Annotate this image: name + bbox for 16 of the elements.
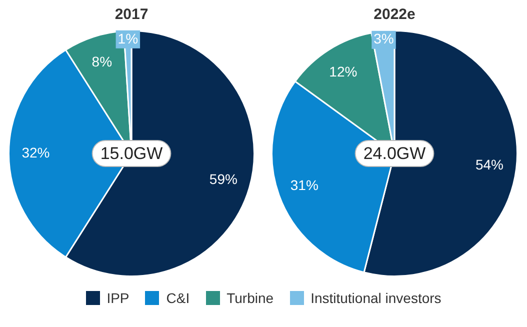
text: 15.0GW <box>100 144 163 164</box>
legend-label: C&I <box>165 290 190 306</box>
legend-label: Institutional investors <box>310 290 442 306</box>
data-label: 31% <box>290 176 318 193</box>
legend-label: IPP <box>106 290 130 306</box>
data-label: 59% <box>209 171 238 188</box>
data-label: 12% <box>329 64 358 80</box>
chart-title: 2022e <box>374 6 416 24</box>
text: 24.0GW <box>363 144 426 164</box>
data-label: 3% <box>374 30 394 47</box>
data-label: 1% <box>118 30 138 46</box>
legend-label: Turbine <box>226 290 274 306</box>
data-label: 54% <box>475 156 504 172</box>
data-label: 32% <box>22 144 50 160</box>
chart-title: 2017 <box>114 6 148 24</box>
data-label: 8% <box>92 53 112 70</box>
